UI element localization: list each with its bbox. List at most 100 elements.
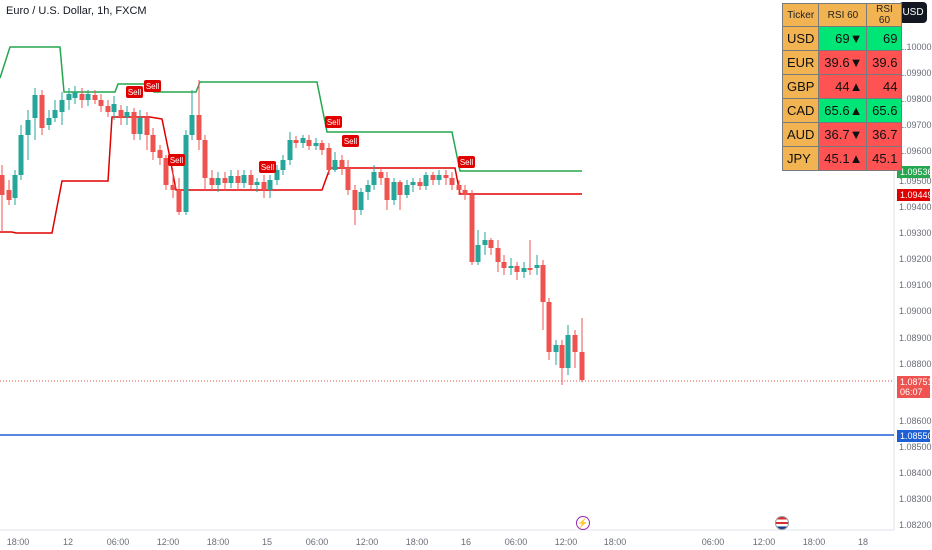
rsi-row: AUD 36.7▼ 36.7 [781, 122, 903, 147]
rsi-arrow-icon: ▲ [849, 79, 863, 94]
sell-signal-marker [126, 86, 143, 98]
rsi-header-prev: RSI 60 [866, 3, 903, 27]
rsi-arrow-icon: ▼ [849, 31, 863, 46]
candle-body [72, 92, 78, 98]
candle-body [352, 190, 358, 210]
price-tick: 1.08800 [899, 359, 932, 369]
candle-body [475, 245, 481, 262]
sell-signal-marker [325, 116, 342, 128]
candle-body [430, 175, 436, 180]
candle-body [339, 160, 345, 168]
rsi-value: 45.1▲ [818, 146, 868, 171]
time-tick: 16 [460, 537, 472, 547]
candle-body [572, 335, 578, 352]
time-tick: 12:00 [156, 537, 180, 547]
blue-line-price-badge: 1.08550 [897, 430, 932, 442]
candle-body [32, 95, 38, 118]
candle-body [371, 172, 377, 185]
price-tick: 1.09400 [899, 202, 932, 212]
rsi-prev-value: 45.1 [866, 146, 903, 171]
candle-body [508, 266, 514, 268]
candle-body [25, 120, 31, 135]
candle-body [196, 115, 202, 140]
sell-signal-label: Sell [460, 158, 474, 167]
candle-body [66, 94, 72, 100]
candle-body [176, 190, 182, 212]
candle-body [157, 150, 163, 158]
sell-signal-marker [144, 80, 161, 92]
candle-body [144, 118, 150, 135]
bar-countdown: 06:07 [900, 387, 923, 397]
rsi-value: 36.7▼ [818, 122, 868, 147]
rsi-arrow-icon: ▲ [849, 103, 863, 118]
candle-body [39, 95, 45, 128]
last-price-badge: 1.08751 06:07 [897, 376, 932, 398]
candle-body [248, 175, 254, 185]
candle-body [540, 265, 546, 302]
rsi-prev-value: 36.7 [866, 122, 903, 147]
candle-body [235, 176, 241, 183]
sell-signal-marker [259, 161, 276, 173]
candle-body [559, 345, 565, 368]
candle-body [98, 100, 104, 106]
candle-body [92, 95, 98, 100]
price-tick: 1.08200 [899, 520, 932, 530]
candle-body [313, 143, 319, 146]
rsi-row: CAD 65.6▲ 65.6 [781, 98, 903, 123]
candle-body [280, 160, 286, 170]
candle-body [18, 135, 24, 175]
price-tick: 1.09200 [899, 254, 932, 264]
candle-body [482, 240, 488, 245]
rsi-header-ticker: Ticker [781, 3, 820, 27]
price-tick: 1.10000 [899, 42, 932, 52]
sell-signal-label: Sell [146, 82, 160, 91]
candle-body [391, 182, 397, 200]
price-tick: 1.09800 [899, 94, 932, 104]
candle-body [546, 302, 552, 352]
rsi-prev-value: 69 [866, 26, 903, 51]
time-tick: 06:00 [504, 537, 528, 547]
candle-body [488, 240, 494, 248]
sell-signal-label: Sell [170, 156, 184, 165]
us-flag-event-icon[interactable] [775, 516, 789, 530]
currency-button[interactable]: USD [899, 2, 927, 23]
price-tick: 1.09300 [899, 228, 932, 238]
candle-body [111, 104, 117, 112]
candle-body [254, 182, 260, 185]
lower-band-line [0, 116, 582, 234]
candle-body [85, 94, 91, 100]
candle-body [300, 138, 306, 143]
candle-body [105, 106, 111, 112]
time-tick: 18:00 [603, 537, 627, 547]
candle-body [579, 352, 585, 380]
sell-signal-label: Sell [128, 88, 142, 97]
candle-body [274, 170, 280, 180]
rsi-value: 65.6▲ [818, 98, 868, 123]
candle-body [293, 140, 299, 143]
candle-body [170, 185, 176, 190]
time-tick: 15 [261, 537, 273, 547]
candle-body [209, 178, 215, 185]
candle-body [436, 175, 442, 180]
candle-body [150, 135, 156, 152]
rsi-value: 39.6▼ [818, 50, 868, 75]
price-tick: 1.08900 [899, 333, 932, 343]
symbol-title: Euro / U.S. Dollar, 1h, FXCM [6, 5, 147, 17]
rsi-ticker: GBP [781, 74, 820, 99]
candle-body [553, 345, 559, 352]
rsi-arrow-icon: ▼ [849, 127, 863, 142]
candle-body [443, 175, 449, 178]
sell-signal-label: Sell [327, 118, 341, 127]
candle-body [358, 192, 364, 210]
price-tick: 1.09700 [899, 120, 932, 130]
price-tick: 1.09500 [899, 176, 932, 186]
candle-body [456, 185, 462, 190]
rsi-table: Ticker RSI 60 RSI 60 USD 69▼ 69 EUR 39.6… [781, 3, 903, 171]
lightning-event-icon[interactable]: ⚡ [576, 516, 590, 530]
candle-body [410, 182, 416, 185]
green-line-price-badge: 1.09536 [897, 166, 932, 178]
rsi-row: JPY 45.1▲ 45.1 [781, 146, 903, 171]
time-tick: 18:00 [6, 537, 30, 547]
price-tick: 1.09000 [899, 306, 932, 316]
